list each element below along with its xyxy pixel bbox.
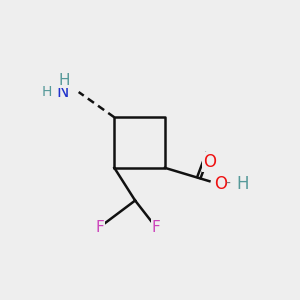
- Text: F: F: [95, 220, 104, 235]
- Text: H: H: [236, 175, 249, 193]
- Text: F: F: [152, 220, 160, 235]
- Text: -: -: [226, 177, 231, 191]
- Text: N: N: [56, 83, 69, 101]
- Text: H: H: [41, 85, 52, 99]
- Text: O: O: [203, 153, 216, 171]
- Text: H: H: [59, 73, 70, 88]
- Text: O: O: [214, 175, 227, 193]
